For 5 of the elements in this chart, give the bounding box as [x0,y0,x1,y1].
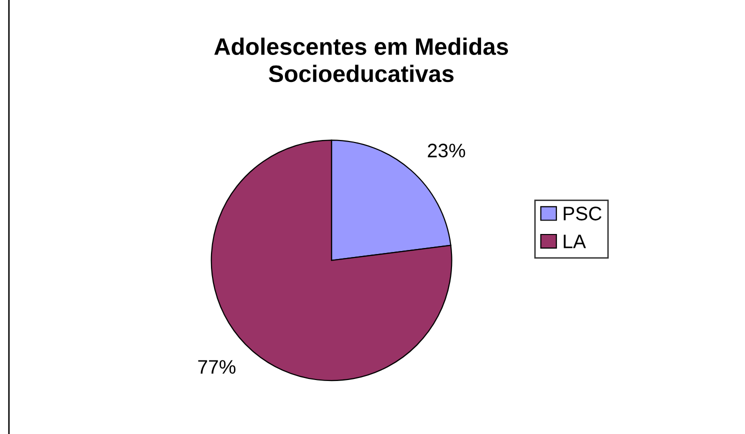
data-label: 77% [198,360,236,374]
data-label: 23% [428,144,466,158]
legend-label: LA [564,234,586,248]
legend-label: PSC [564,206,602,220]
chart-title: Adolescentes em Medidas Socioeducativas [214,38,508,82]
